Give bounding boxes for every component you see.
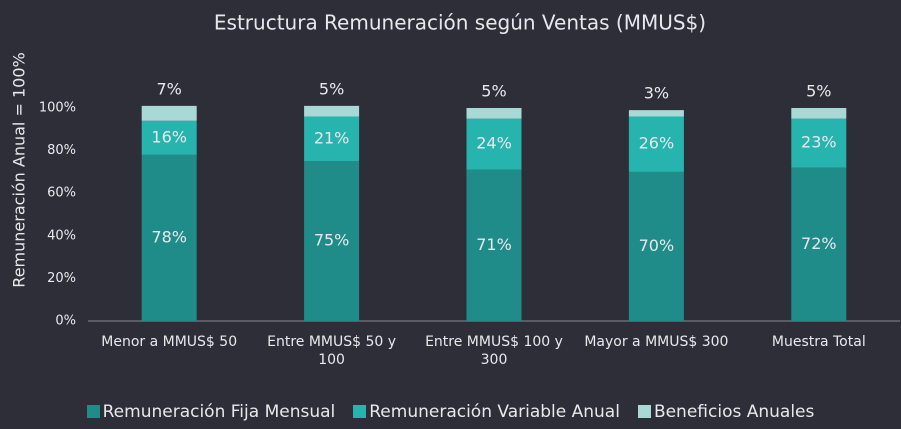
value-label: 23% (801, 133, 837, 152)
y-axis-title: Remuneración Anual = 100% (10, 52, 29, 287)
legend-swatch (86, 405, 100, 418)
legend-swatch (353, 405, 367, 418)
legend-label: Remuneración Variable Anual (369, 402, 620, 422)
bar-segment (791, 108, 847, 119)
value-label: 5% (319, 79, 344, 98)
bar-segment (791, 167, 847, 321)
value-label: 26% (639, 134, 675, 153)
bar-segment (466, 108, 522, 119)
bar-segment (628, 110, 684, 117)
bar-segment (304, 116, 360, 162)
y-tick-label: 60% (47, 186, 76, 201)
legend-swatch (637, 405, 651, 418)
x-tick-label: Menor a MMUS$ 50 (101, 334, 238, 350)
value-label: 5% (806, 82, 831, 101)
bar-segment (141, 105, 197, 121)
value-label: 75% (314, 231, 350, 250)
value-label: 24% (476, 134, 512, 153)
x-tick-label: Entre MMUS$ 50 y 100 (267, 334, 397, 368)
value-label: 70% (639, 236, 675, 255)
value-label: 7% (157, 79, 182, 98)
value-label: 5% (481, 82, 506, 101)
bar-segment (141, 154, 197, 321)
bar-segment (466, 169, 522, 321)
bar-segment (628, 116, 684, 172)
bar-segment (141, 120, 197, 155)
bar-segment (466, 118, 522, 170)
y-tick-label: 0% (55, 314, 76, 329)
x-tick-label: Muestra Total (771, 334, 866, 350)
bar-segment (304, 161, 360, 321)
legend-item: Beneficios Anuales (637, 402, 815, 422)
value-label: 78% (151, 227, 187, 246)
legend-label: Beneficios Anuales (653, 402, 815, 422)
x-tick-label: Entre MMUS$ 100 y 300 (425, 334, 563, 368)
legend-item: Remuneración Fija Mensual (86, 402, 336, 422)
bar-segment (628, 171, 684, 321)
bar-segment (304, 105, 360, 117)
value-label: 71% (476, 235, 512, 254)
bar-segment (791, 118, 847, 168)
value-label: 72% (801, 234, 837, 253)
chart-title: Estructura Remuneración según Ventas (MM… (214, 11, 706, 35)
legend-label: Remuneración Fija Mensual (102, 402, 336, 422)
y-tick-label: 40% (47, 228, 76, 243)
value-label: 16% (151, 127, 187, 146)
legend-item: Remuneración Variable Anual (353, 402, 620, 422)
y-tick-label: 100% (39, 101, 76, 116)
value-label: 21% (314, 128, 350, 147)
y-tick-label: 80% (47, 143, 76, 158)
x-tick-label: Mayor a MMUS$ 300 (584, 334, 729, 350)
y-tick-label: 20% (47, 271, 76, 286)
value-label: 3% (644, 84, 669, 103)
legend: Remuneración Fija Mensual Remuneración Va… (0, 402, 901, 422)
